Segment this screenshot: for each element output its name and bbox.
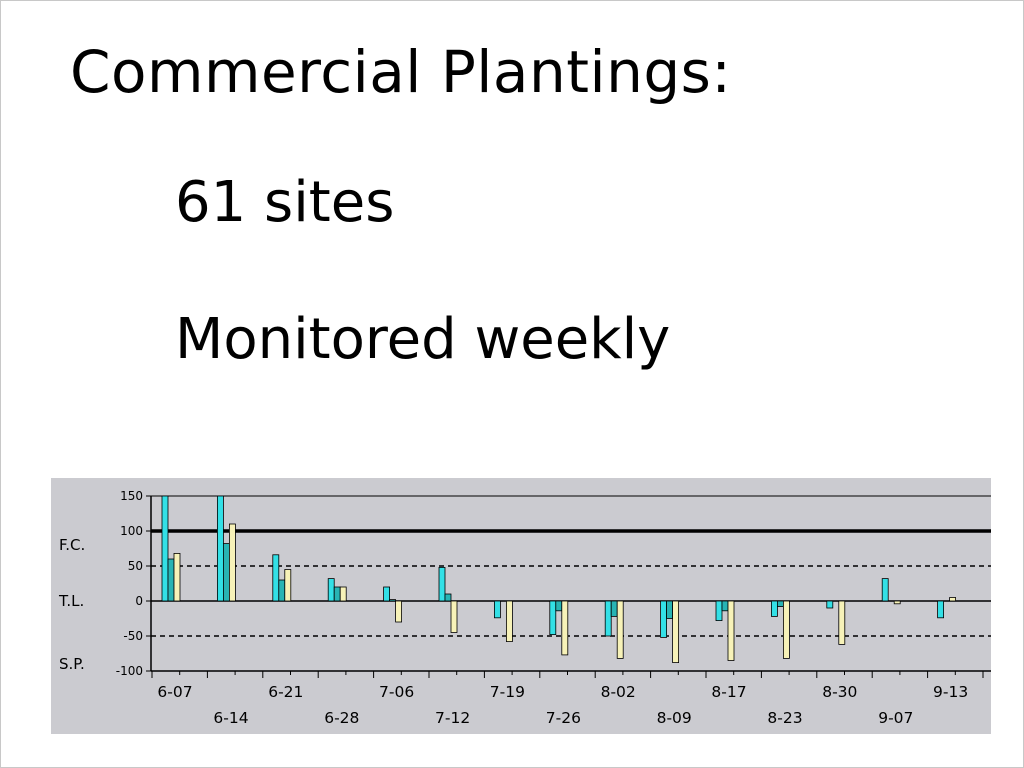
bar-mark [161,495,169,602]
x-tick-label-bottom: 9-07 [878,709,913,727]
x-tick-label-bottom: 6-14 [213,709,248,727]
y-tick-label: 100 [120,524,143,538]
bar-mark [555,600,563,612]
y-tick-label: -100 [116,664,143,678]
bar-mark [284,569,292,602]
bar-mark [826,600,834,609]
bar-mark [881,578,889,602]
bar-mark [771,600,778,617]
bar-mark [327,578,335,602]
bar-mark [173,553,181,602]
bar-mark [389,599,397,602]
bullet-sites: 61 sites [175,170,395,235]
bar-mark [727,600,735,661]
x-tick-label-top: 6-21 [268,683,303,701]
bar-mark [222,543,230,602]
x-tick-label-top: 7-06 [379,683,414,701]
slide-title: Commercial Plantings: [70,38,732,106]
bar-mark [505,600,513,642]
weekly-monitoring-chart: 150 100 50 0 -50 -100 F.C. T.L. S.P. 6-07 6-21 7-06… [51,478,991,734]
x-tick-label-top: 9-13 [933,683,968,701]
bar-mark [216,495,224,602]
bar-mark [383,586,391,602]
bar-mark [937,600,944,619]
bar-mark [616,600,624,659]
bar-mark [339,586,347,602]
x-tick-label-bottom: 6-28 [324,709,359,727]
bar-mark [444,593,452,602]
bar-mark [278,579,286,602]
bar-mark [549,600,557,635]
band-label: S.P. [59,655,85,673]
y-tick-label: -50 [123,629,143,643]
x-tick-label-top: 6-07 [157,683,192,701]
band-label: T.L. [58,592,84,610]
bar-mark [715,600,723,622]
bar-mark [167,558,175,602]
chart-background [51,478,991,734]
bar-mark [893,600,901,605]
bar-mark [838,600,846,645]
bar-mark [438,567,446,602]
x-tick-label-bottom: 8-09 [657,709,692,727]
x-tick-label-top: 7-19 [490,683,525,701]
y-tick-label: 50 [128,559,143,573]
bar-mark [450,600,458,633]
bar-mark [604,600,612,637]
bar-mark [721,600,729,612]
bar-mark [493,600,501,619]
bar-mark [672,600,679,663]
x-tick-label-bottom: 7-12 [435,709,470,727]
y-tick-label: 0 [135,594,143,608]
bullet-monitoring: Monitored weekly [175,307,671,372]
bar-mark [395,600,403,623]
x-tick-label-top: 8-17 [711,683,746,701]
bar-mark [949,597,956,602]
bar-mark [272,554,280,602]
bar-mark [660,600,667,638]
bar-mark [561,600,569,656]
y-tick-label: 150 [120,489,143,503]
band-label: F.C. [59,536,85,554]
bar-mark [666,600,673,619]
bar-mark [333,586,341,602]
bar-mark [783,600,790,659]
x-tick-label-top: 8-30 [822,683,857,701]
bar-mark [610,600,618,617]
x-tick-label-bottom: 7-26 [546,709,581,727]
bar-mark [777,600,784,607]
x-tick-label-top: 8-02 [601,683,636,701]
chart-svg: 150 100 50 0 -50 -100 F.C. T.L. S.P. 6-07 6-21 7-06… [51,478,991,734]
x-tick-label-bottom: 8-23 [767,709,802,727]
bar-mark [228,523,236,602]
